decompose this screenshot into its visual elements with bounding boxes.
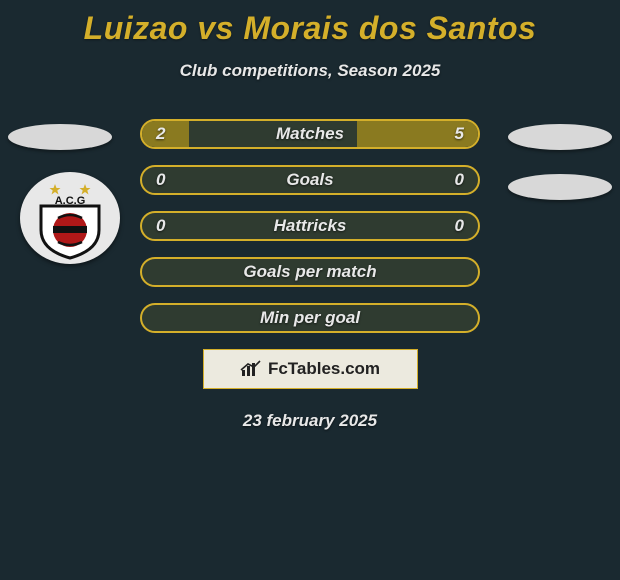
stat-row-goals-per-match: Goals per match xyxy=(140,257,480,287)
stat-label: Hattricks xyxy=(142,216,478,236)
stat-row-matches: 2 Matches 5 xyxy=(140,119,480,149)
stat-row-hattricks: 0 Hattricks 0 xyxy=(140,211,480,241)
stat-label: Goals per match xyxy=(142,262,478,282)
stat-value-right: 5 xyxy=(455,124,464,144)
stat-row-min-per-goal: Min per goal xyxy=(140,303,480,333)
stat-label: Min per goal xyxy=(142,308,478,328)
bar-chart-icon xyxy=(240,360,262,378)
stat-label: Goals xyxy=(142,170,478,190)
stat-label: Matches xyxy=(142,124,478,144)
stat-row-goals: 0 Goals 0 xyxy=(140,165,480,195)
comparison-title: Luizao vs Morais dos Santos xyxy=(0,0,620,47)
comparison-date: 23 february 2025 xyxy=(0,411,620,431)
attribution-box: FcTables.com xyxy=(203,349,418,389)
stat-value-right: 0 xyxy=(455,170,464,190)
stat-value-right: 0 xyxy=(455,216,464,236)
comparison-subtitle: Club competitions, Season 2025 xyxy=(0,61,620,81)
attribution-text: FcTables.com xyxy=(268,359,380,379)
stats-area: 2 Matches 5 0 Goals 0 0 Hattricks 0 Goal… xyxy=(0,119,620,431)
